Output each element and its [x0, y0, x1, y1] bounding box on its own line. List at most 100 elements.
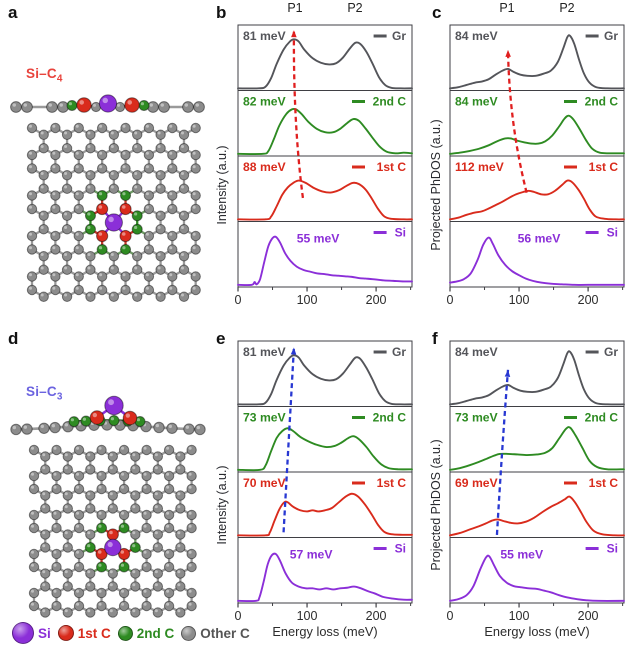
- other-c-atom: [96, 284, 108, 296]
- other-c-atom: [141, 483, 152, 495]
- other-c-atom: [73, 271, 84, 282]
- other-c-atom: [163, 509, 175, 521]
- other-c-atom: [108, 291, 120, 302]
- other-c-atom: [152, 451, 164, 462]
- other-c-atom: [85, 183, 96, 194]
- second-c-atom: [80, 415, 92, 427]
- other-c-atom: [73, 203, 84, 215]
- series-legend-label: Si: [607, 226, 618, 240]
- second-c-atom: [131, 210, 143, 222]
- si-atom: [98, 94, 118, 113]
- subplot-frame: [237, 90, 413, 157]
- other-c-atom: [155, 210, 166, 221]
- structure-name-sic4: Si–C4: [26, 66, 63, 85]
- other-c-atom: [85, 291, 96, 302]
- other-c-atom: [85, 568, 96, 579]
- other-c-atom: [107, 451, 119, 462]
- other-c-atom: [182, 101, 194, 113]
- other-c-atom: [26, 244, 38, 255]
- other-c-atom: [143, 149, 155, 161]
- other-c-atom: [107, 568, 119, 579]
- other-c-atom: [163, 548, 175, 560]
- other-c-atom: [73, 122, 84, 134]
- subplot-1st-c: 88 meV 1st C: [237, 155, 413, 222]
- subplot-2nd-c: 73 meV 2nd C: [237, 406, 413, 473]
- other-c-atom: [120, 122, 131, 134]
- other-c-atom: [178, 224, 190, 235]
- other-c-atom: [178, 183, 190, 194]
- series-legend-label: 1st C: [377, 160, 407, 174]
- other-c-atom: [175, 581, 186, 592]
- other-c-atom: [73, 548, 85, 560]
- other-c-atom: [186, 483, 197, 495]
- subplot-1st-c: 112 meV 1st C: [449, 155, 625, 222]
- peak-energy-label: 82 meV: [243, 95, 287, 109]
- other-c-atom: [143, 284, 155, 296]
- other-c-atom: [26, 122, 38, 134]
- other-c-atom: [96, 600, 107, 612]
- other-c-atom: [62, 581, 73, 592]
- other-c-atom: [120, 163, 131, 174]
- spectrum-curve-si: [237, 235, 413, 287]
- other-c-atom: [62, 464, 73, 475]
- other-c-atom: [85, 451, 96, 462]
- other-c-atom: [61, 264, 73, 275]
- peak-energy-label: 57 meV: [290, 548, 334, 562]
- series-legend-label: 1st C: [377, 476, 407, 490]
- other-c-atom: [50, 230, 61, 242]
- axis-tick-label: 100: [297, 609, 318, 623]
- other-c-atom: [62, 542, 73, 553]
- other-c-atom: [143, 122, 155, 134]
- other-c-atom: [50, 190, 61, 201]
- si-atom: [104, 395, 124, 416]
- subplot-1st-c: 69 meV 1st C: [449, 471, 625, 538]
- other-c-atom: [50, 163, 61, 174]
- other-c-atom: [175, 529, 186, 540]
- other-c-atom: [85, 129, 96, 140]
- axis-tick-label: 100: [297, 293, 318, 307]
- other-c-atom: [190, 230, 201, 242]
- other-c-atom: [108, 251, 120, 262]
- second-c-atom: [120, 190, 132, 201]
- other-c-atom: [186, 587, 197, 599]
- other-c-atom: [132, 143, 143, 154]
- other-c-atom: [132, 264, 143, 275]
- other-c-atom: [73, 483, 85, 495]
- other-c-atom: [175, 542, 186, 553]
- spectra-chart-b: 81 meV Gr 82 meV 2nd C 88 meV 1st C 55 meV Si 0 1…: [235, 24, 413, 307]
- other-c-atom: [193, 101, 205, 113]
- other-c-atom: [85, 490, 96, 501]
- other-c-atom: [85, 251, 96, 262]
- other-c-atom: [141, 600, 152, 612]
- structure-name-sub: 3: [56, 391, 63, 403]
- other-c-atom: [108, 143, 120, 154]
- other-c-atom: [152, 464, 164, 475]
- peak-energy-label: 84 meV: [455, 29, 499, 43]
- other-c-atom: [163, 522, 175, 534]
- second-c-atom: [108, 415, 120, 427]
- other-c-atom: [62, 607, 73, 618]
- other-c-atom: [152, 581, 164, 592]
- other-c-atom: [90, 101, 102, 113]
- other-c-atom: [167, 122, 178, 134]
- other-c-atom: [50, 203, 61, 215]
- other-c-atom: [158, 101, 170, 113]
- peak-label-p1: P1: [499, 1, 515, 15]
- other-c-atom: [132, 291, 143, 302]
- other-c-atom: [175, 568, 186, 579]
- other-c-atom: [175, 451, 186, 462]
- spectrum-curve-gr: [237, 38, 413, 90]
- other-c-atom: [155, 183, 166, 194]
- other-c-atom: [38, 143, 49, 154]
- other-c-atom: [143, 190, 155, 201]
- panel-label-d: d: [8, 329, 19, 348]
- other-c-atom: [190, 284, 201, 296]
- first-c-atom: [96, 229, 109, 243]
- other-c-atom: [167, 230, 178, 242]
- other-c-atom: [186, 470, 197, 482]
- x-axis: 0 100 200: [235, 287, 412, 307]
- other-c-atom: [40, 490, 51, 501]
- other-c-atom: [108, 170, 120, 181]
